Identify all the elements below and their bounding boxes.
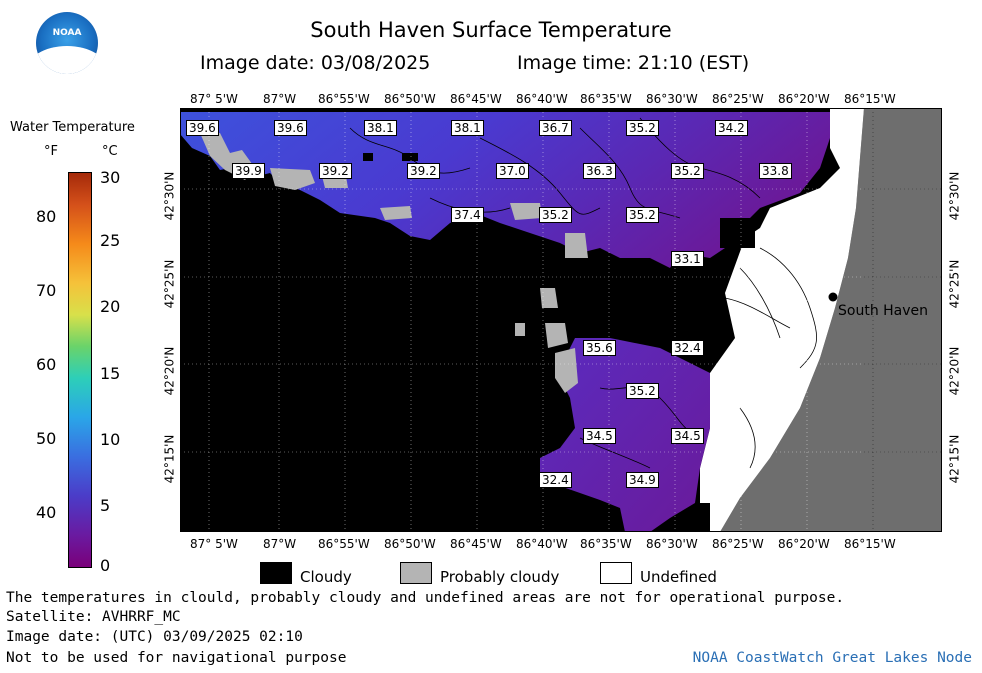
temp-label: 35.2: [539, 207, 572, 223]
temperature-map: [180, 108, 942, 532]
lon-label-top: 86°35'W: [580, 92, 632, 106]
temp-label: 35.2: [626, 383, 659, 399]
graticule-land: [864, 108, 942, 532]
temp-label: 32.4: [539, 472, 572, 488]
lat-label-left: 42°25'N: [162, 259, 177, 309]
lat-label-right: 42°15'N: [947, 434, 962, 484]
temp-label: 35.2: [626, 120, 659, 136]
c-tick: 20: [100, 297, 121, 316]
lat-label-left: 42°15'N: [162, 434, 177, 484]
undefined-area: [700, 108, 864, 532]
lon-label-top: 86°45'W: [450, 92, 502, 106]
map-title: South Haven Surface Temperature: [310, 18, 672, 42]
temp-label: 35.2: [626, 207, 659, 223]
temp-label: 37.0: [496, 163, 529, 179]
lon-label-top: 86°20'W: [778, 92, 830, 106]
lon-label-bottom: 86°20'W: [778, 537, 830, 551]
lon-label-bottom: 86°25'W: [712, 537, 764, 551]
temp-label: 34.2: [715, 120, 748, 136]
temp-label: 38.1: [451, 120, 484, 136]
f-tick: 70: [36, 281, 57, 300]
temp-label: 36.3: [583, 163, 616, 179]
f-tick: 60: [36, 355, 57, 374]
c-tick: 15: [100, 364, 121, 383]
cloudy-swatch: [260, 562, 292, 584]
undefined-label: Undefined: [640, 568, 717, 586]
lon-label-bottom: 86°30'W: [646, 537, 698, 551]
lon-label-bottom: 87°W: [263, 537, 297, 551]
lat-label-left: 42°20'N: [162, 346, 177, 396]
temp-label: 38.1: [364, 120, 397, 136]
lat-label-left: 42°30'N: [162, 171, 177, 221]
credit-text: NOAA CoastWatch Great Lakes Node: [692, 650, 972, 666]
temp-label: 37.4: [451, 207, 484, 223]
city-marker: [828, 292, 838, 302]
utc-date-text: Image date: (UTC) 03/09/2025 02:10: [6, 629, 303, 645]
temp-label: 34.9: [626, 472, 659, 488]
lon-label-bottom: 86°15'W: [844, 537, 896, 551]
temp-label: 36.7: [539, 120, 572, 136]
temp-label: 39.6: [274, 120, 307, 136]
nav-warning-text: Not to be used for navigational purpose: [6, 650, 347, 666]
temp-label: 34.5: [583, 428, 616, 444]
lon-label-bottom: 86°45'W: [450, 537, 502, 551]
lon-label-bottom: 86°35'W: [580, 537, 632, 551]
cloudy-label: Cloudy: [300, 568, 352, 586]
lon-label-top: 86°55'W: [318, 92, 370, 106]
lon-label-top: 86°30'W: [646, 92, 698, 106]
probably-cloudy-label: Probably cloudy: [440, 568, 560, 586]
unit-fahrenheit: °F: [44, 144, 58, 159]
lon-label-top: 86°25'W: [712, 92, 764, 106]
temp-label: 39.6: [186, 120, 219, 136]
c-tick: 5: [100, 496, 111, 515]
lat-label-right: 42°30'N: [947, 171, 962, 221]
probably-cloudy-swatch: [400, 562, 432, 584]
temp-label: 33.8: [759, 163, 792, 179]
temp-label: 32.4: [671, 340, 704, 356]
lon-label-top: 86°15'W: [844, 92, 896, 106]
lon-label-bottom: 87° 5'W: [190, 537, 238, 551]
lon-label-bottom: 86°50'W: [384, 537, 436, 551]
lon-label-top: 87° 5'W: [190, 92, 238, 106]
lon-label-bottom: 86°55'W: [318, 537, 370, 551]
c-tick: 30: [100, 168, 121, 187]
f-tick: 80: [36, 207, 57, 226]
legend-title: Water Temperature: [10, 120, 135, 135]
lat-label-right: 42°20'N: [947, 346, 962, 396]
temp-label: 39.2: [319, 163, 352, 179]
disclaimer-text: The temperatures in clould, probably clo…: [6, 590, 845, 606]
temp-label: 39.2: [407, 163, 440, 179]
noaa-logo: NOAA: [36, 12, 98, 74]
water-north: [180, 112, 830, 268]
logo-text: NOAA: [52, 28, 82, 38]
unit-celsius: °C: [102, 144, 118, 159]
land-area: [720, 108, 942, 532]
lon-label-top: 87°W: [263, 92, 297, 106]
temp-label: 33.1: [671, 251, 704, 267]
city-label: South Haven: [838, 303, 929, 319]
c-tick: 10: [100, 430, 121, 449]
lon-label-bottom: 86°40'W: [516, 537, 568, 551]
f-tick: 40: [36, 503, 57, 522]
temperature-colorbar: [68, 172, 92, 568]
satellite-text: Satellite: AVHRRF_MC: [6, 609, 181, 625]
image-time: Image time: 21:10 (EST): [517, 52, 750, 74]
c-tick: 0: [100, 556, 111, 575]
temp-label: 39.9: [232, 163, 265, 179]
lon-label-top: 86°50'W: [384, 92, 436, 106]
water-south: [540, 338, 710, 532]
lon-label-top: 86°40'W: [516, 92, 568, 106]
temp-label: 34.5: [671, 428, 704, 444]
image-date: Image date: 03/08/2025: [200, 52, 431, 74]
f-tick: 50: [36, 429, 57, 448]
temp-label: 35.2: [671, 163, 704, 179]
lat-label-right: 42°25'N: [947, 259, 962, 309]
temp-label: 35.6: [583, 340, 616, 356]
c-tick: 25: [100, 231, 121, 250]
undefined-swatch: [600, 562, 632, 584]
